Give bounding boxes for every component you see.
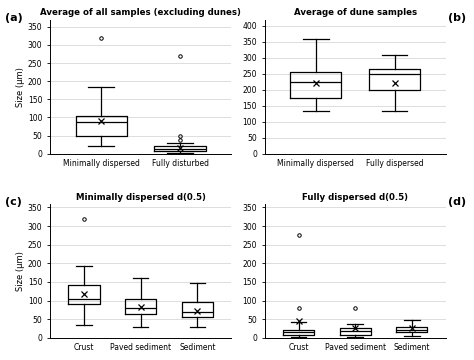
Text: (c): (c) (5, 197, 22, 207)
Y-axis label: Size (μm): Size (μm) (16, 251, 25, 291)
Title: Average of dune samples: Average of dune samples (294, 8, 417, 17)
Title: Fully dispersed d(0.5): Fully dispersed d(0.5) (302, 193, 408, 202)
Title: Minimally dispersed d(0.5): Minimally dispersed d(0.5) (76, 193, 206, 202)
Title: Average of all samples (excluding dunes): Average of all samples (excluding dunes) (40, 8, 241, 17)
Y-axis label: Size (μm): Size (μm) (16, 67, 25, 107)
Text: (a): (a) (5, 13, 23, 23)
Text: (b): (b) (447, 13, 466, 23)
Text: (d): (d) (447, 197, 466, 207)
